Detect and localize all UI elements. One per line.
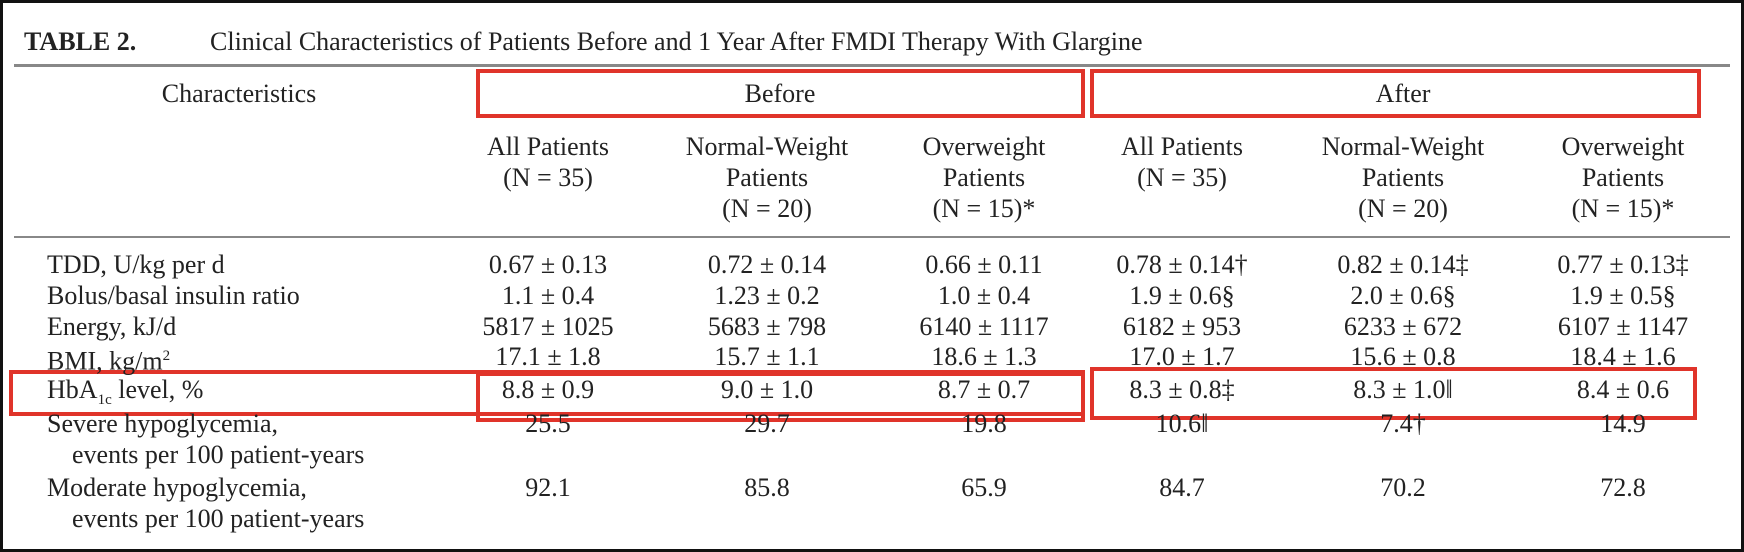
cell: 6182 ± 953 [1122, 312, 1242, 341]
cell: 6233 ± 672 [1343, 312, 1463, 341]
cell: 1.23 ± 0.2 [714, 281, 820, 310]
column-header: Normal-Weight [685, 132, 849, 161]
cell: 84.7 [1159, 473, 1205, 502]
cell: 0.77 ± 0.13‡ [1557, 250, 1689, 279]
row-label: HbA1c level, % [47, 374, 203, 416]
row-label: Moderate hypoglycemia, [47, 473, 307, 502]
column-header: Normal-Weight [1321, 132, 1485, 161]
cell: 18.6 ± 1.3 [931, 342, 1037, 371]
cell: 8.8 ± 0.9 [501, 375, 595, 404]
cell: 18.4 ± 1.6 [1570, 342, 1676, 371]
cell: 7.4† [1380, 409, 1426, 438]
row-label: Severe hypoglycemia, [47, 409, 279, 438]
cell: 1.9 ± 0.6§ [1129, 281, 1235, 310]
header-rule [14, 236, 1730, 238]
row-label: BMI, kg/m2 [47, 341, 170, 377]
column-header: (N = 35) [1137, 163, 1227, 192]
column-header: Patients [1361, 163, 1445, 192]
cell: 72.8 [1600, 473, 1646, 502]
characteristics-header: Characteristics [161, 79, 317, 108]
cell: 85.8 [744, 473, 790, 502]
cell: 0.67 ± 0.13 [488, 250, 608, 279]
cell: 2.0 ± 0.6§ [1350, 281, 1456, 310]
cell: 0.66 ± 0.11 [925, 250, 1043, 279]
cell: 15.6 ± 0.8 [1350, 342, 1456, 371]
cell: 9.0 ± 1.0 [720, 375, 814, 404]
cell: 15.7 ± 1.1 [714, 342, 820, 371]
group-header: After [1375, 79, 1431, 108]
column-header: (N = 15)* [932, 194, 1036, 223]
label-part: BMI, kg/m [47, 346, 163, 376]
column-header: Overweight [1561, 132, 1685, 161]
highlight-box [476, 69, 1085, 118]
cell: 6140 ± 1117 [919, 312, 1049, 341]
cell: 17.0 ± 1.7 [1129, 342, 1235, 371]
column-header: All Patients [1120, 132, 1244, 161]
cell: 8.3 ± 1.0‖ [1353, 375, 1453, 404]
cell: 92.1 [525, 473, 571, 502]
cell: 10.6‖ [1155, 409, 1209, 438]
cell: 70.2 [1380, 473, 1426, 502]
cell: 1.1 ± 0.4 [501, 281, 595, 310]
cell: 29.7 [744, 409, 790, 438]
column-header: Patients [942, 163, 1026, 192]
cell: 8.3 ± 0.8‡ [1129, 375, 1235, 404]
column-header: Patients [725, 163, 809, 192]
table-number: TABLE 2. [24, 27, 137, 56]
cell: 14.9 [1600, 409, 1646, 438]
cell: 0.72 ± 0.14 [707, 250, 827, 279]
cell: 6107 ± 1147 [1557, 312, 1689, 341]
column-header: (N = 35) [503, 163, 593, 192]
cell: 1.0 ± 0.4 [937, 281, 1031, 310]
cell: 5683 ± 798 [707, 312, 827, 341]
cell: 19.8 [961, 409, 1007, 438]
column-header: (N = 20) [722, 194, 812, 223]
cell: 0.78 ± 0.14† [1116, 250, 1248, 279]
column-header: (N = 20) [1358, 194, 1448, 223]
cell: 25.5 [525, 409, 571, 438]
label-part: 1c [97, 392, 112, 409]
row-label: events per 100 patient-years [72, 504, 365, 533]
group-header: Before [744, 79, 816, 108]
cell: 65.9 [961, 473, 1007, 502]
cell: 5817 ± 1025 [482, 312, 614, 341]
column-header: (N = 15)* [1571, 194, 1675, 223]
highlight-box [476, 372, 1085, 422]
row-label: events per 100 patient-years [72, 440, 365, 469]
label-part: 2 [162, 348, 171, 364]
highlight-box [1090, 69, 1701, 118]
cell: 0.82 ± 0.14‡ [1337, 250, 1469, 279]
table-title: Clinical Characteristics of Patients Bef… [210, 27, 1143, 56]
column-header: All Patients [486, 132, 610, 161]
cell: 8.7 ± 0.7 [937, 375, 1031, 404]
row-label: Bolus/basal insulin ratio [47, 281, 300, 310]
row-label: TDD, U/kg per d [47, 250, 225, 279]
column-header: Overweight [922, 132, 1046, 161]
cell: 1.9 ± 0.5§ [1570, 281, 1676, 310]
label-part: level, % [111, 375, 204, 404]
cell: 8.4 ± 0.6 [1576, 375, 1670, 404]
label-part: HbA [47, 375, 98, 404]
cell: 17.1 ± 1.8 [495, 342, 601, 371]
title-rule [14, 64, 1730, 67]
column-header: Patients [1581, 163, 1665, 192]
row-label: Energy, kJ/d [47, 312, 177, 341]
highlight-box [1090, 367, 1697, 420]
